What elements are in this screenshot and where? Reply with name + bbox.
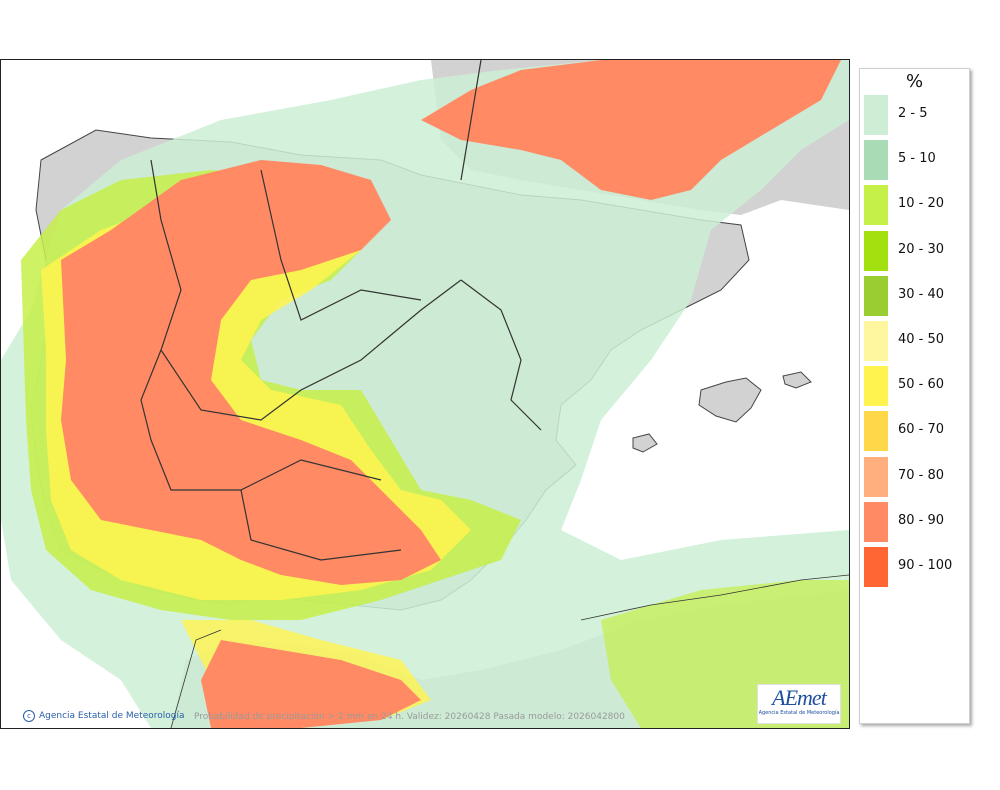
legend-swatch	[864, 366, 888, 407]
logo-subtitle: Agencia Estatal de Meteorología	[758, 710, 840, 716]
island-ibiza	[632, 433, 658, 453]
legend-label: 10 - 20	[898, 196, 945, 212]
legend-item: 30 - 40	[864, 275, 964, 316]
agency-credit: c Agencia Estatal de Meteorología	[23, 710, 185, 722]
aemet-logo: AEmet Agencia Estatal de Meteorología	[757, 684, 841, 724]
legend-label: 50 - 60	[898, 377, 945, 393]
legend-swatch	[864, 321, 888, 361]
legend-label: 30 - 40	[898, 286, 945, 302]
logo-mark: AEmet	[772, 685, 827, 710]
legend-swatch	[864, 501, 888, 542]
legend-item: 5 - 10	[864, 140, 964, 181]
legend-swatch	[864, 140, 888, 181]
legend-title: %	[905, 71, 924, 92]
agency-name: Agencia Estatal de Meteorología	[39, 711, 185, 721]
coastline-lines	[170, 574, 849, 728]
island-mallorca	[698, 377, 762, 423]
legend-item: 80 - 90	[864, 501, 964, 542]
legend-label: 60 - 70	[898, 422, 945, 438]
forecast-info: Probabilidad de precipitación > 2 mm en …	[194, 712, 625, 722]
island-menorca	[782, 371, 812, 389]
legend-label: 70 - 80	[898, 467, 945, 483]
legend-item: 60 - 70	[864, 411, 964, 452]
legend-swatch	[864, 185, 888, 226]
region-borders	[140, 60, 542, 561]
precip-band-salmon-africa	[201, 640, 421, 728]
legend-label: 5 - 10	[898, 151, 936, 167]
legend-label: 90 - 100	[898, 558, 953, 573]
legend-item: 20 - 30	[864, 230, 964, 271]
legend-swatch	[864, 411, 888, 452]
legend-item: 2 - 5	[864, 95, 964, 135]
precip-band-salmon-bay	[421, 60, 841, 200]
legend-label: 80 - 90	[898, 512, 945, 528]
legend-label: 40 - 50	[898, 332, 945, 347]
legend-swatch	[864, 230, 888, 271]
legend-item: 50 - 60	[864, 366, 964, 407]
legend-item: 70 - 80	[864, 456, 964, 497]
legend-swatch	[864, 456, 888, 497]
legend-swatch	[864, 275, 888, 316]
legend-label: 2 - 5	[898, 106, 928, 121]
map-canvas	[1, 60, 849, 728]
legend-item: 40 - 50	[864, 321, 964, 361]
legend-item: 90 - 100	[864, 547, 964, 587]
legend-label: 20 - 30	[898, 241, 945, 257]
precip-band-salmon	[61, 160, 441, 585]
legend-item: 10 - 20	[864, 185, 964, 226]
legend-swatch	[864, 95, 888, 135]
copyright-icon: c	[23, 710, 35, 722]
legend-panel: % 2 - 5 5 - 10 10 - 20 20 - 30 30 - 40 40 - 5…	[859, 68, 970, 724]
forecast-map: c Agencia Estatal de Meteorología Probab…	[0, 59, 850, 729]
legend-swatch	[864, 547, 888, 587]
